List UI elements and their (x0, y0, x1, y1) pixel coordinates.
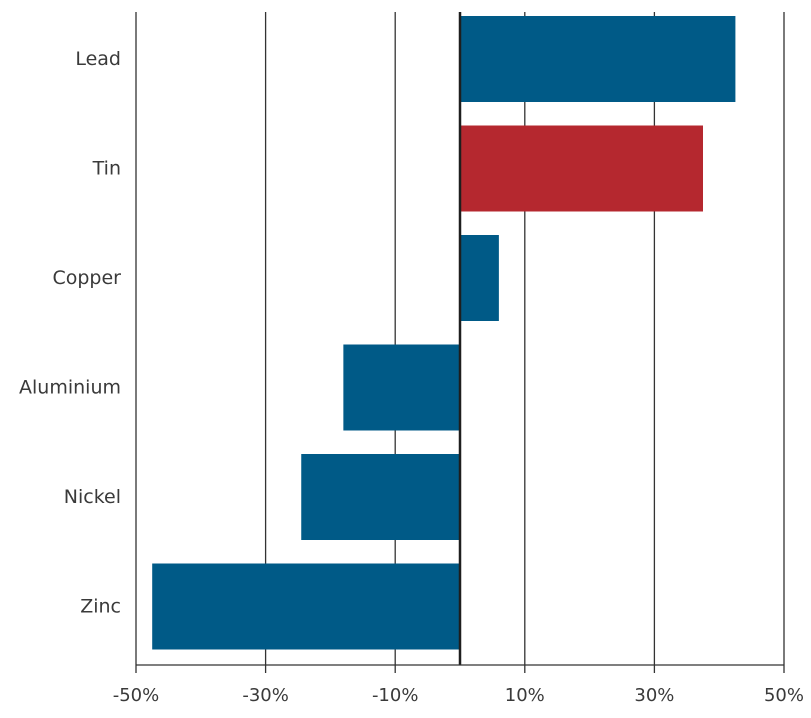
category-label-zinc: Zinc (80, 596, 121, 618)
bar-lead (460, 16, 736, 102)
bar-aluminium (343, 344, 460, 431)
x-tick-labels: -50% -30% -10% 10% 30% 50% (113, 685, 804, 706)
x-tick-label: -10% (372, 685, 419, 706)
category-label-aluminium: Aluminium (19, 377, 121, 399)
x-tick-label: -50% (113, 685, 160, 706)
axes (136, 12, 784, 666)
grid-lines (135, 12, 785, 673)
category-label-tin: Tin (92, 158, 121, 180)
bar-zinc (152, 563, 460, 650)
category-label-lead: Lead (75, 48, 121, 70)
bar-tin (460, 125, 703, 212)
x-tick-label: -30% (242, 685, 289, 706)
x-tick-label: 30% (634, 685, 674, 706)
bar-nickel (301, 454, 460, 540)
x-tick-label: 10% (505, 685, 545, 706)
category-label-copper: Copper (52, 267, 121, 289)
x-tick-label: 50% (764, 685, 804, 706)
category-labels: Lead Tin Copper Aluminium Nickel Zinc (19, 48, 121, 618)
category-label-nickel: Nickel (64, 486, 121, 508)
bar-copper (460, 235, 499, 321)
bars (152, 16, 736, 650)
